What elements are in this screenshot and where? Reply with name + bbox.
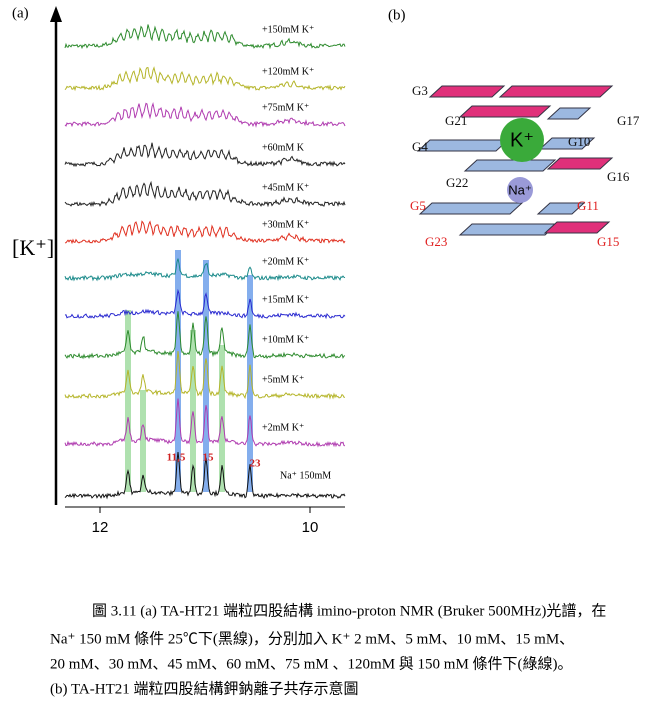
peak-band [247,275,253,492]
guanine-plate [536,202,586,215]
guanine-plate [546,157,614,170]
guanine-label: G5 [410,198,426,213]
peak-band [190,330,196,492]
guanine-label: G3 [412,83,428,98]
peak-band [203,260,209,492]
panel-b-label: (b) [388,7,406,23]
trace-label: +150mM K⁺ [262,24,314,35]
spectrum-trace [64,398,346,448]
trace-label: +30mM K⁺ [262,219,309,230]
trace-label: +20mM K⁺ [262,256,309,267]
peak-band [140,390,146,492]
panel-a-label: (a) [12,5,29,21]
guanine-label: G22 [446,175,468,190]
spectrum-trace [64,101,346,128]
guanine-plate [543,221,611,234]
trace-label: +120mM K⁺ [262,66,314,77]
trace-label: Na⁺ 150mM [280,470,331,481]
trace-label: +10mM K⁺ [262,334,309,345]
arrow-head [50,6,62,22]
peak-band [125,310,131,492]
na-ion [507,177,533,203]
k-ion [500,118,544,162]
ion-label: K⁺ [510,129,534,151]
peak-label: 23 [250,458,262,470]
guanine-label: G10 [568,134,590,149]
trace-label: +5mM K⁺ [262,374,304,385]
guanine-plate [418,202,524,215]
spectrum-trace [64,180,346,208]
x-tick-label: 10 [302,519,319,536]
peak-label: 11,5 [167,452,186,464]
caption-line: 圖 3.11 (a) TA-HT21 端粒四股結構 imino-proton N… [92,602,606,619]
spectrum-trace [64,288,346,320]
guanine-label: G4 [412,139,428,154]
guanine-plate [416,139,510,152]
guanine-plate [463,159,557,172]
guanine-plate [498,85,614,98]
guanine-plate [428,85,506,98]
spectrum-trace [64,24,346,50]
caption-line: (b) TA-HT21 端粒四股結構鉀鈉離子共存示意圖 [50,679,359,697]
guanine-plate [538,137,596,150]
trace-label: +45mM K⁺ [262,182,309,193]
spectrum-trace [64,220,346,245]
caption-line: Na⁺ 150 mM 條件 25℃下(黑線)，分別加入 K⁺ 2 mM、5 mM… [50,630,574,647]
guanine-plate [458,223,559,236]
guanine-label: G15 [597,234,619,249]
peak-label: 15 [203,452,215,464]
guanine-plate [546,107,592,120]
guanine-label: G23 [425,234,447,249]
spectrum-trace [64,311,346,360]
spectrum-trace [64,142,346,168]
axis-label: [K⁺] [12,235,54,260]
guanine-plate [458,105,552,118]
x-tick-label: 12 [92,519,109,536]
spectrum-trace [64,258,346,282]
trace-label: +75mM K⁺ [262,102,309,113]
spectrum-trace [64,66,346,92]
guanine-label: G16 [607,169,630,184]
guanine-label: G11 [577,198,599,213]
guanine-label: G17 [617,113,640,128]
spectrum-trace [64,351,345,400]
trace-label: +60mM K [262,142,305,153]
trace-label: +15mM K⁺ [262,294,309,305]
trace-label: +2mM K⁺ [262,422,304,433]
ion-label: Na⁺ [508,182,531,197]
guanine-label: G21 [445,113,467,128]
peak-band [175,250,181,492]
spectrum-trace [64,451,346,500]
caption-line: 20 mM、30 mM、45 mM、60 mM、75 mM 、120mM 與 1… [50,655,573,672]
